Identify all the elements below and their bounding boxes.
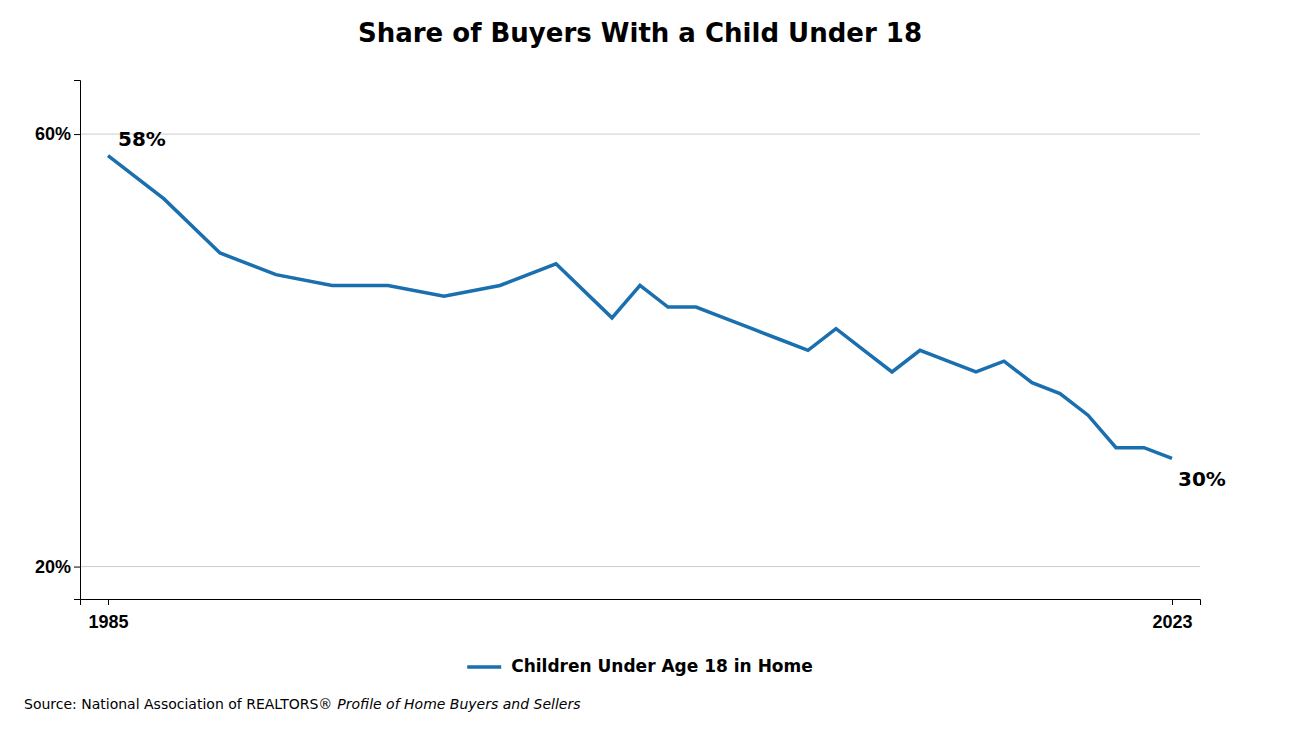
tick: 60% — [35, 124, 80, 144]
chart: 1985 2023 20% 60% 58% 30% Share of Buyers With… — [0, 0, 1300, 729]
source-text: Source: National Association of REALTORS… — [24, 696, 332, 712]
tick: 1985 — [88, 599, 128, 632]
tick: 2023 — [1152, 599, 1192, 632]
tick-label: 2023 — [1152, 612, 1192, 632]
legend: Children Under Age 18 in Home — [467, 656, 813, 676]
series-group — [108, 156, 1172, 459]
tick-mark — [74, 567, 80, 568]
grid-line — [80, 566, 1200, 567]
legend-item: Children Under Age 18 in Home — [467, 656, 813, 676]
legend-label: Children Under Age 18 in Home — [511, 656, 813, 676]
title: Share of Buyers With a Child Under 18 — [358, 18, 922, 48]
axis-line — [81, 600, 1201, 606]
plot: 1985 2023 20% 60% 58% 30% — [35, 81, 1226, 632]
source-text: Profile of Home Buyers and Sellers — [337, 696, 580, 712]
grid — [80, 134, 1200, 567]
line — [108, 156, 1172, 459]
source: Source: National Association of REALTORS… — [24, 696, 580, 712]
tick-mark — [1172, 599, 1173, 605]
tick-label: 1985 — [88, 612, 128, 632]
grid-line — [80, 134, 1200, 135]
annotation: 30% — [1178, 467, 1226, 491]
y-axis: 20% 60% — [35, 81, 81, 600]
tick-label: 60% — [35, 124, 71, 144]
x-axis: 1985 2023 — [81, 599, 1201, 632]
annotation: 58% — [118, 127, 166, 151]
tick-mark — [74, 134, 80, 135]
axis-line — [74, 81, 81, 600]
tick-mark — [108, 599, 109, 605]
tick-label: 20% — [35, 557, 71, 577]
tick: 20% — [35, 557, 80, 577]
legend-swatch — [467, 665, 501, 669]
